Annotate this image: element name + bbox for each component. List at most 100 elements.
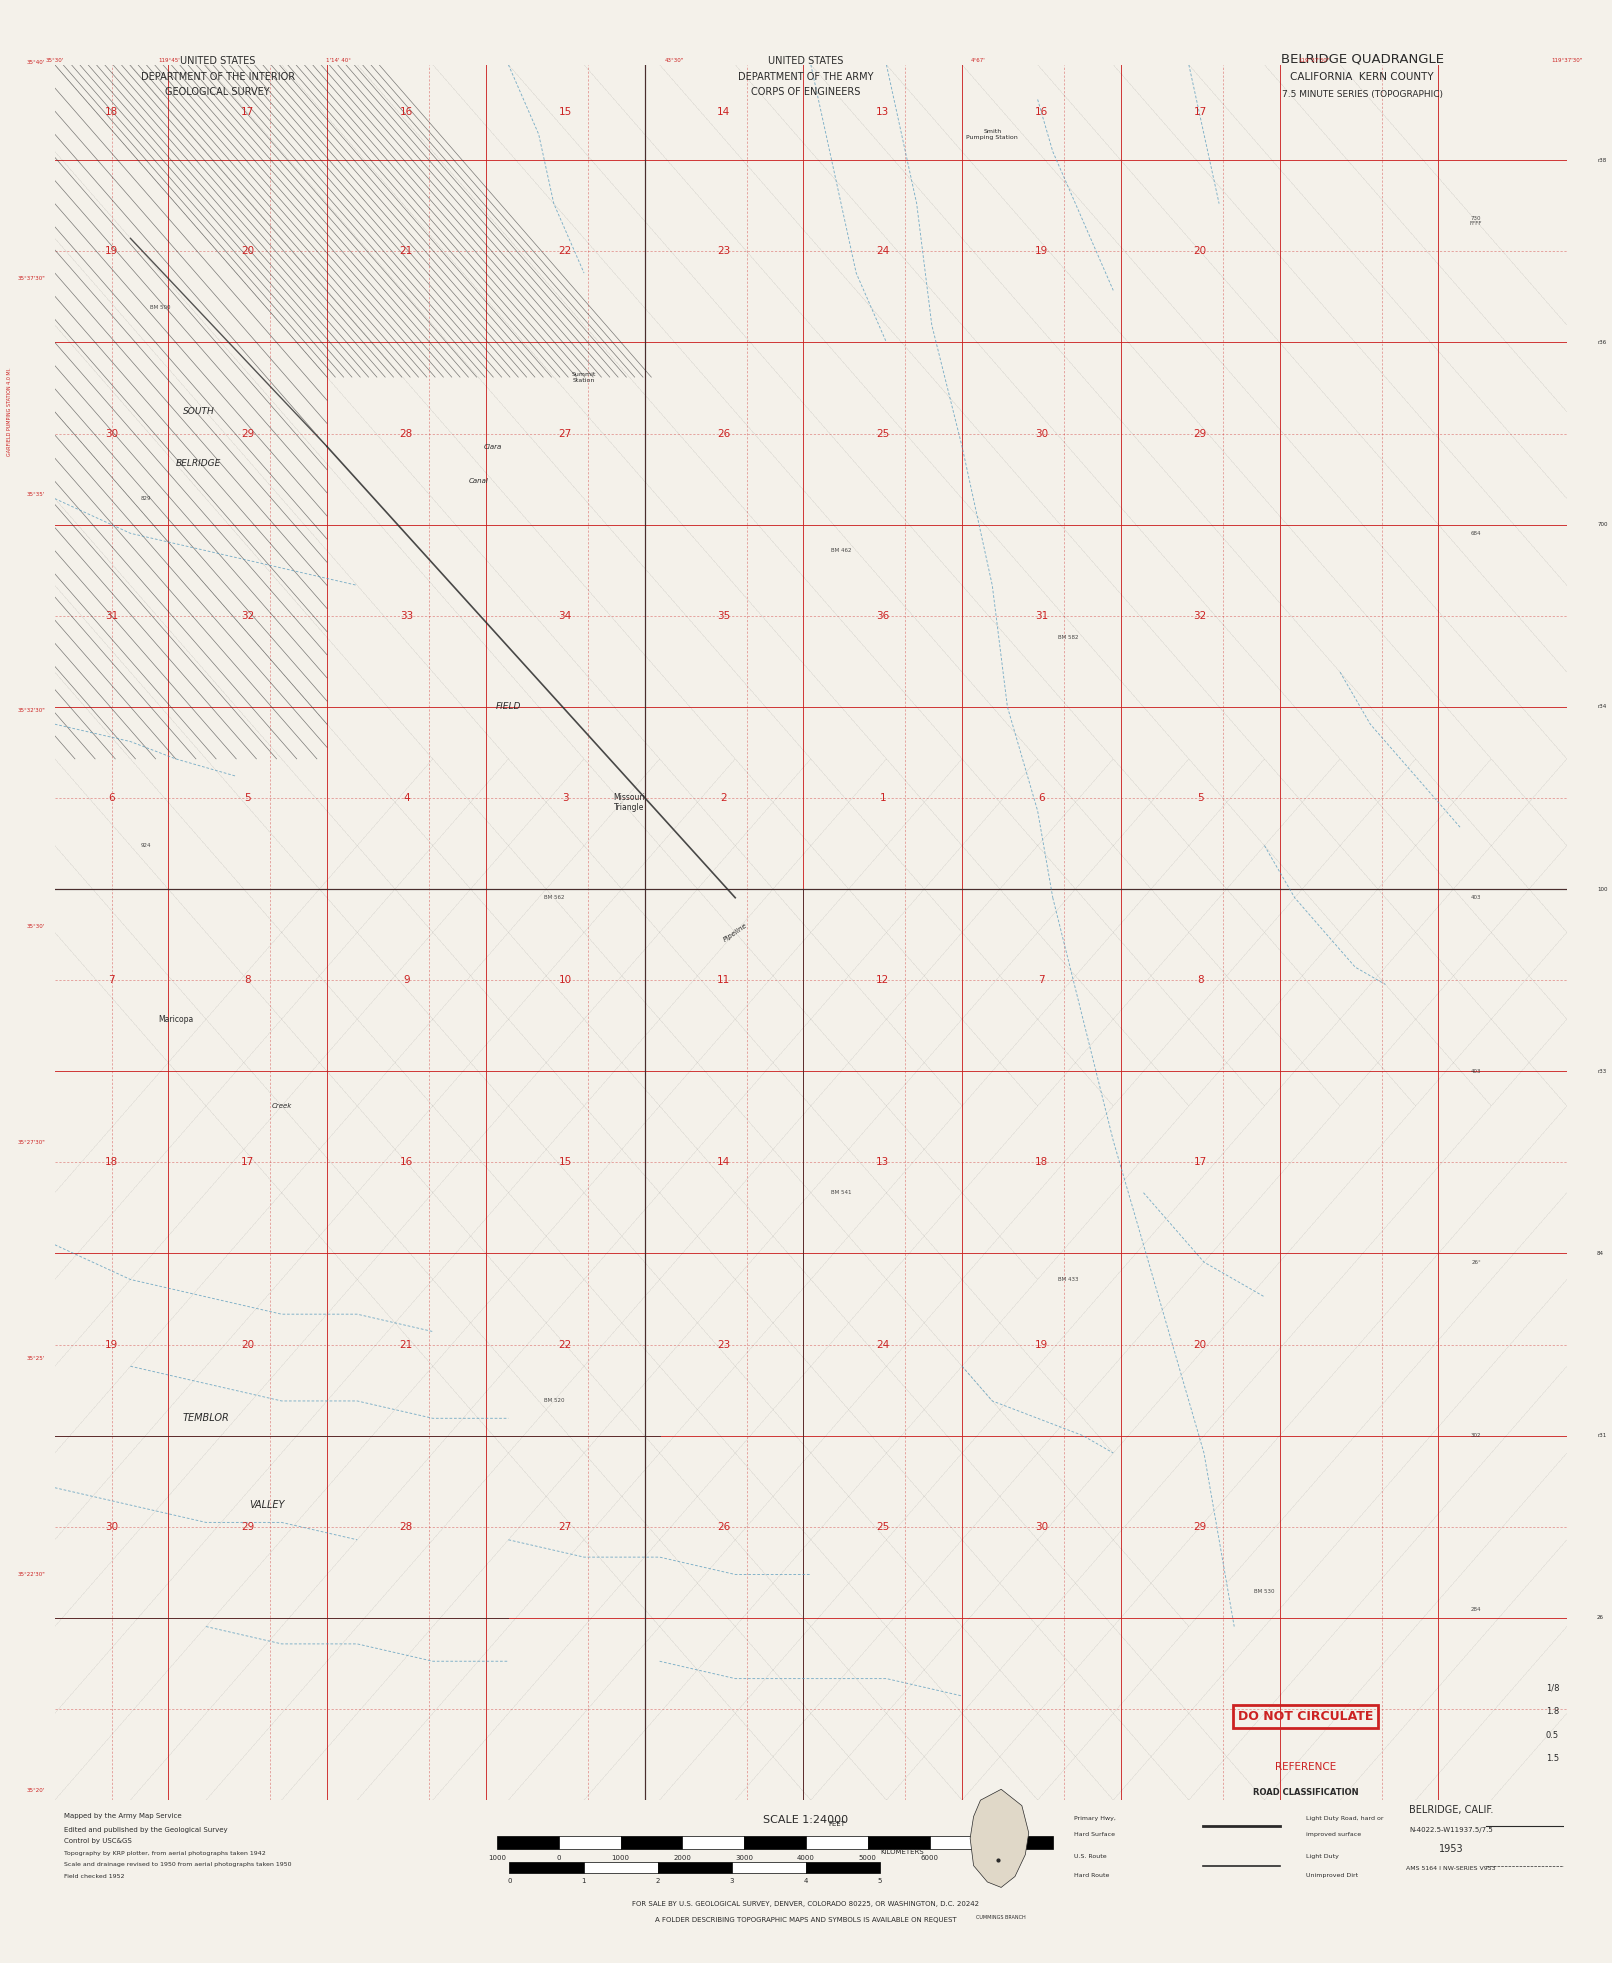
Text: 21: 21 <box>400 245 413 257</box>
Bar <box>559 1835 621 1849</box>
Text: r36: r36 <box>1597 340 1606 345</box>
Text: 28: 28 <box>400 1521 413 1531</box>
Text: 15: 15 <box>558 108 572 118</box>
Text: BELRIDGE: BELRIDGE <box>176 459 221 469</box>
Bar <box>732 1863 806 1873</box>
Text: 5: 5 <box>245 793 251 803</box>
Text: GEOLOGICAL SURVEY: GEOLOGICAL SURVEY <box>166 86 269 98</box>
Text: 7000: 7000 <box>982 1855 1001 1861</box>
Text: BELRIDGE QUADRANGLE: BELRIDGE QUADRANGLE <box>1280 53 1444 65</box>
Text: 5: 5 <box>879 1879 882 1884</box>
Text: 23: 23 <box>717 245 730 257</box>
Text: Field checked 1952: Field checked 1952 <box>64 1875 126 1879</box>
Bar <box>658 1863 732 1873</box>
Text: 2000: 2000 <box>674 1855 692 1861</box>
Text: Light Duty Road, hard or: Light Duty Road, hard or <box>1306 1816 1383 1822</box>
Text: 29: 29 <box>240 428 255 438</box>
Text: Light Duty: Light Duty <box>1306 1853 1338 1859</box>
Text: BM 433: BM 433 <box>1057 1278 1078 1282</box>
Text: 15: 15 <box>558 1158 572 1168</box>
Text: GARFIELD PUMPING STATION 4.0 MI.: GARFIELD PUMPING STATION 4.0 MI. <box>6 367 11 455</box>
Text: FOR SALE BY U.S. GEOLOGICAL SURVEY, DENVER, COLORADO 80225, OR WASHINGTON, D.C. : FOR SALE BY U.S. GEOLOGICAL SURVEY, DENV… <box>632 1900 980 1908</box>
Text: 100: 100 <box>1597 887 1607 891</box>
Text: 25: 25 <box>875 1521 890 1531</box>
Text: 26: 26 <box>717 1521 730 1531</box>
Text: 18: 18 <box>1035 1158 1048 1168</box>
Text: CALIFORNIA  KERN COUNTY: CALIFORNIA KERN COUNTY <box>1290 71 1435 82</box>
Text: r38: r38 <box>1597 157 1606 163</box>
Text: 13: 13 <box>875 108 890 118</box>
Text: 829: 829 <box>140 497 152 501</box>
Bar <box>496 1835 559 1849</box>
Text: 19: 19 <box>105 1339 118 1349</box>
Text: r33: r33 <box>1597 1068 1606 1074</box>
Bar <box>930 1835 991 1849</box>
Text: 6: 6 <box>1038 793 1045 803</box>
Text: 1000: 1000 <box>488 1855 506 1861</box>
Text: 1: 1 <box>582 1879 585 1884</box>
Text: 29: 29 <box>1193 428 1207 438</box>
Text: 35°32'30": 35°32'30" <box>18 709 45 713</box>
Bar <box>682 1835 745 1849</box>
Polygon shape <box>970 1790 1028 1888</box>
Text: Scale and drainage revised to 1950 from aerial photographs taken 1950: Scale and drainage revised to 1950 from … <box>64 1863 292 1867</box>
Text: 16: 16 <box>1035 108 1048 118</box>
Text: 84: 84 <box>1597 1250 1604 1256</box>
Bar <box>806 1863 880 1873</box>
Text: AMS 5164 I NW-SERIES V953: AMS 5164 I NW-SERIES V953 <box>1406 1867 1496 1871</box>
Text: ROAD CLASSIFICATION: ROAD CLASSIFICATION <box>1253 1788 1359 1798</box>
Text: Edited and published by the Geological Survey: Edited and published by the Geological S… <box>64 1826 229 1833</box>
Text: 700: 700 <box>1597 522 1607 528</box>
Text: r31: r31 <box>1597 1433 1606 1439</box>
Text: 35°37'30": 35°37'30" <box>18 277 45 281</box>
Text: BM 520: BM 520 <box>543 1398 564 1404</box>
Text: Clara: Clara <box>484 444 503 450</box>
Text: U.S. Route: U.S. Route <box>1074 1853 1106 1859</box>
Text: 10: 10 <box>559 976 572 985</box>
Text: 27: 27 <box>558 1521 572 1531</box>
Text: 7: 7 <box>108 976 114 985</box>
Text: 0: 0 <box>508 1879 511 1884</box>
Text: 20: 20 <box>242 1339 255 1349</box>
Text: 24: 24 <box>875 245 890 257</box>
Text: 35°25': 35°25' <box>27 1356 45 1360</box>
Text: 32: 32 <box>1193 610 1207 620</box>
Text: 12: 12 <box>875 976 890 985</box>
Text: BM 541: BM 541 <box>830 1190 851 1195</box>
Text: 35°40': 35°40' <box>27 61 45 65</box>
Text: 403: 403 <box>1470 895 1481 901</box>
Text: 1.8: 1.8 <box>1546 1708 1559 1716</box>
Text: REFERENCE: REFERENCE <box>1275 1763 1336 1773</box>
Text: Unimproved Dirt: Unimproved Dirt <box>1306 1873 1357 1879</box>
Text: 684: 684 <box>1470 530 1481 536</box>
Text: 2: 2 <box>721 793 727 803</box>
Text: 14: 14 <box>717 1158 730 1168</box>
Text: DO NOT CIRCULATE: DO NOT CIRCULATE <box>1238 1710 1373 1724</box>
Text: 17: 17 <box>1193 1158 1207 1168</box>
Text: 119°37'30": 119°37'30" <box>1551 57 1583 63</box>
Text: A FOLDER DESCRIBING TOPOGRAPHIC MAPS AND SYMBOLS IS AVAILABLE ON REQUEST: A FOLDER DESCRIBING TOPOGRAPHIC MAPS AND… <box>654 1916 958 1924</box>
Bar <box>745 1835 806 1849</box>
Text: 20: 20 <box>242 245 255 257</box>
Text: 33: 33 <box>400 610 413 620</box>
Text: 35°30': 35°30' <box>27 925 45 928</box>
Text: 24: 24 <box>875 1339 890 1349</box>
Text: 20: 20 <box>1193 1339 1207 1349</box>
Text: 8: 8 <box>1196 976 1204 985</box>
Text: 32: 32 <box>240 610 255 620</box>
Text: SOUTH: SOUTH <box>182 408 214 416</box>
Text: Hard Surface: Hard Surface <box>1074 1831 1114 1837</box>
Text: 29: 29 <box>240 1521 255 1531</box>
Text: 16: 16 <box>400 108 413 118</box>
Text: 21: 21 <box>400 1339 413 1349</box>
Text: BM 530: BM 530 <box>1254 1590 1275 1594</box>
Text: 8: 8 <box>245 976 251 985</box>
Text: DEPARTMENT OF THE INTERIOR: DEPARTMENT OF THE INTERIOR <box>140 71 295 82</box>
Text: 25: 25 <box>875 428 890 438</box>
Text: 31: 31 <box>105 610 118 620</box>
Text: 28: 28 <box>400 428 413 438</box>
Text: Primary Hwy,: Primary Hwy, <box>1074 1816 1116 1822</box>
Text: 1953: 1953 <box>1438 1843 1464 1855</box>
Text: 26: 26 <box>1597 1616 1604 1619</box>
Text: improved surface: improved surface <box>1306 1831 1361 1837</box>
